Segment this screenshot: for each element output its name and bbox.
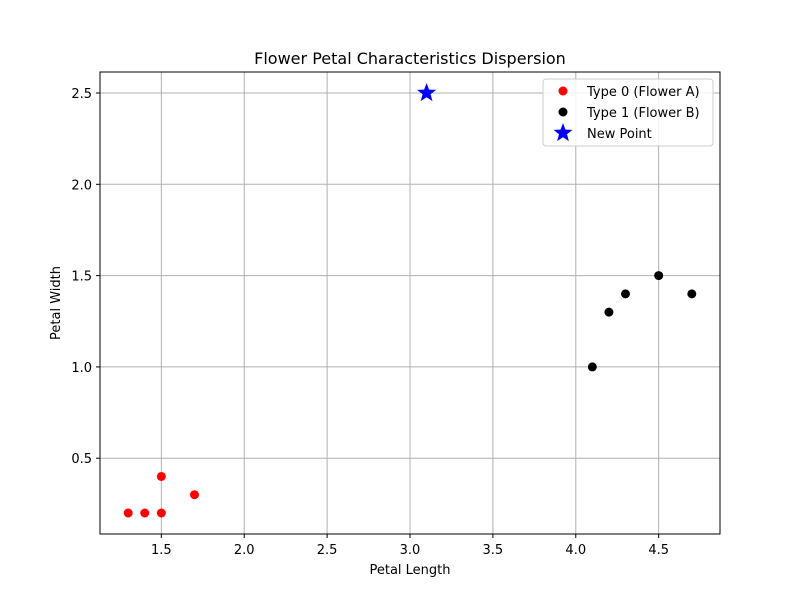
x-axis-ticks: 1.5 2.0 2.5 3.0 3.5 4.0 4.5 bbox=[151, 534, 669, 558]
y-tick-label: 2.0 bbox=[71, 178, 92, 193]
legend: Type 0 (Flower A) Type 1 (Flower B) New Po… bbox=[542, 78, 714, 147]
data-point bbox=[621, 289, 631, 299]
data-point bbox=[156, 471, 166, 481]
x-tick-label: 3.0 bbox=[400, 543, 421, 558]
legend-marker bbox=[558, 107, 568, 117]
data-points bbox=[123, 83, 697, 518]
x-axis-label: Petal Length bbox=[369, 563, 450, 578]
y-tick-label: 1.0 bbox=[71, 361, 92, 376]
legend-label: Type 0 (Flower A) bbox=[586, 85, 700, 100]
x-tick-label: 2.0 bbox=[234, 543, 255, 558]
y-tick-label: 2.5 bbox=[71, 87, 92, 102]
grid bbox=[100, 72, 720, 534]
y-axis-ticks: 0.5 1.0 1.5 2.0 2.5 bbox=[71, 87, 100, 467]
data-point bbox=[156, 508, 166, 518]
x-tick-label: 4.5 bbox=[648, 543, 669, 558]
data-point bbox=[123, 508, 133, 518]
data-point bbox=[654, 271, 664, 281]
x-tick-label: 3.5 bbox=[483, 543, 504, 558]
data-point bbox=[587, 362, 597, 372]
y-tick-label: 0.5 bbox=[71, 452, 92, 467]
legend-marker bbox=[558, 86, 568, 96]
data-point bbox=[189, 490, 199, 500]
y-tick-label: 1.5 bbox=[71, 270, 92, 285]
x-tick-label: 2.5 bbox=[317, 543, 338, 558]
data-point-star bbox=[417, 83, 437, 102]
data-point bbox=[687, 289, 697, 299]
x-tick-label: 4.0 bbox=[565, 543, 586, 558]
legend-box bbox=[542, 78, 714, 147]
x-tick-label: 1.5 bbox=[151, 543, 172, 558]
chart-title: Flower Petal Characteristics Dispersion bbox=[254, 49, 566, 68]
legend-label: New Point bbox=[587, 127, 652, 142]
y-axis-label: Petal Width bbox=[49, 266, 64, 340]
legend-label: Type 1 (Flower B) bbox=[586, 106, 700, 121]
legend-marker-star bbox=[553, 123, 573, 142]
data-point bbox=[604, 307, 614, 317]
data-point bbox=[140, 508, 150, 518]
